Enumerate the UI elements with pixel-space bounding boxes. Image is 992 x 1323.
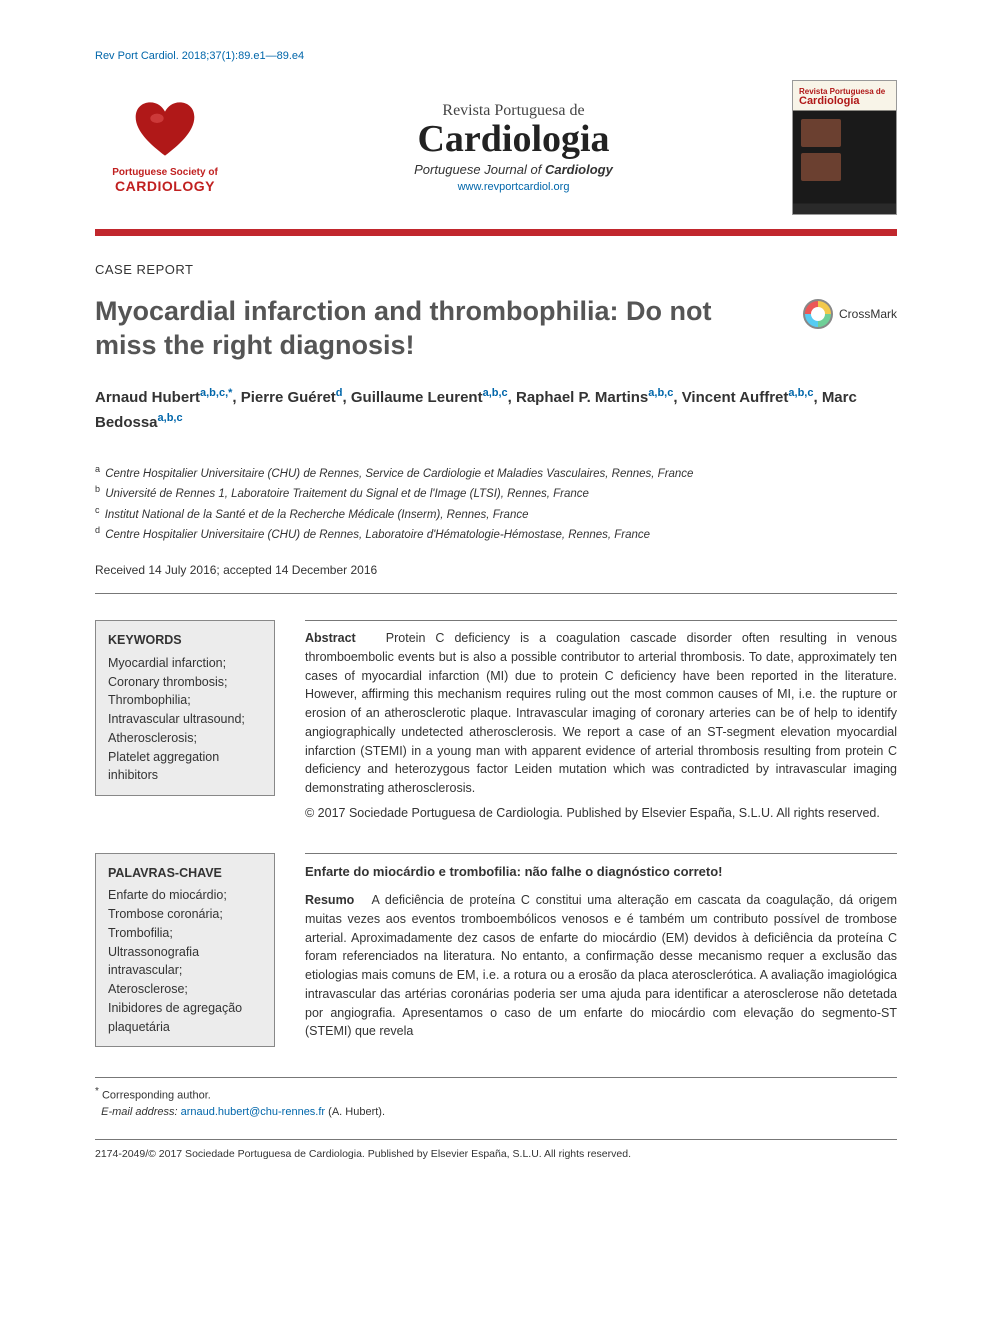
abstract-en: Abstract Protein C deficiency is a coagu… xyxy=(305,620,897,823)
keyword: Inibidores de agregação plaquetária xyxy=(108,999,262,1037)
keyword: Enfarte do miocárdio; xyxy=(108,886,262,905)
article-dates: Received 14 July 2016; accepted 14 Decem… xyxy=(95,563,897,577)
author: Arnaud Hubert xyxy=(95,389,200,406)
keyword: Trombofilia; xyxy=(108,924,262,943)
corr-email-link[interactable]: arnaud.hubert@chu-rennes.fr xyxy=(181,1106,325,1118)
abstract-en-body: Protein C deficiency is a coagulation ca… xyxy=(305,631,897,795)
author-list: Arnaud Huberta,b,c,*, Pierre Guéretd, Gu… xyxy=(95,385,897,435)
affiliation: a Centre Hospitalier Universitaire (CHU)… xyxy=(95,463,897,484)
journal-title: Cardiologia xyxy=(235,120,792,158)
keyword: Platelet aggregation inhibitors xyxy=(108,748,262,786)
divider xyxy=(95,1139,897,1140)
society-name-2: CARDIOLOGY xyxy=(95,178,235,194)
keyword: Aterosclerose; xyxy=(108,980,262,999)
affiliation-list: a Centre Hospitalier Universitaire (CHU)… xyxy=(95,463,897,546)
article-title: Myocardial infarction and thrombophilia:… xyxy=(95,295,735,363)
journal-masthead: Revista Portuguesa de Cardiologia Portug… xyxy=(235,102,792,193)
keywords-en-list: Myocardial infarction;Coronary thrombosi… xyxy=(108,654,262,785)
author: Pierre Guéret xyxy=(241,389,336,406)
affiliation: d Centre Hospitalier Universitaire (CHU)… xyxy=(95,524,897,545)
abstract-en-copyright: © 2017 Sociedade Portuguesa de Cardiolog… xyxy=(305,804,897,823)
abstract-pt-title: Enfarte do miocárdio e trombofilia: não … xyxy=(305,862,897,882)
author-affiliations: a,b,c xyxy=(158,412,183,424)
crossmark-badge[interactable]: CrossMark xyxy=(803,299,897,329)
divider xyxy=(95,593,897,594)
corresponding-author: * Corresponding author. E-mail address: … xyxy=(95,1084,897,1121)
abstract-pt: Enfarte do miocárdio e trombofilia: não … xyxy=(305,853,897,1048)
cover-thumbnail: Revista Portuguesa de Cardiologia xyxy=(792,80,897,215)
journal-url[interactable]: www.revportcardiol.org xyxy=(235,181,792,193)
abstract-pt-head: Resumo xyxy=(305,893,354,907)
crossmark-label: CrossMark xyxy=(839,307,897,321)
keywords-pt-head: PALAVRAS-CHAVE xyxy=(108,864,262,883)
keyword: Atherosclerosis; xyxy=(108,729,262,748)
society-logo: Portuguese Society of CARDIOLOGY xyxy=(95,101,235,194)
cover-image-icon xyxy=(801,119,841,147)
author-affiliations: a,b,c xyxy=(788,387,813,399)
asterisk-icon: * xyxy=(95,1086,99,1097)
abstract-en-head: Abstract xyxy=(305,631,356,645)
issn-line: 2174-2049/© 2017 Sociedade Portuguesa de… xyxy=(95,1148,897,1160)
author-affiliations: d xyxy=(336,387,343,399)
author: Raphael P. Martins xyxy=(516,389,648,406)
author-affiliations: a,b,c xyxy=(483,387,508,399)
cover-image-icon xyxy=(801,153,841,181)
keywords-en-box: KEYWORDS Myocardial infarction;Coronary … xyxy=(95,620,275,796)
crossmark-icon xyxy=(803,299,833,329)
affiliation: c Institut National de la Santé et de la… xyxy=(95,504,897,525)
author: Guillaume Leurent xyxy=(351,389,483,406)
keywords-pt-box: PALAVRAS-CHAVE Enfarte do miocárdio;Trom… xyxy=(95,853,275,1048)
keywords-en-head: KEYWORDS xyxy=(108,631,262,650)
divider-redbar xyxy=(95,229,897,236)
cover-title: Cardiologia xyxy=(799,95,860,107)
affiliation: b Université de Rennes 1, Laboratoire Tr… xyxy=(95,483,897,504)
keyword: Thrombophilia; xyxy=(108,691,262,710)
journal-sub-bold: Cardiology xyxy=(545,162,613,177)
author-affiliations: a,b,c xyxy=(648,387,673,399)
keyword: Myocardial infarction; xyxy=(108,654,262,673)
society-name-1: Portuguese Society of xyxy=(95,167,235,178)
keyword: Coronary thrombosis; xyxy=(108,673,262,692)
heart-icon xyxy=(130,101,200,161)
abstract-pt-body: A deficiência de proteína C constitui um… xyxy=(305,893,897,1038)
author-affiliations: a,b,c, xyxy=(200,387,228,399)
journal-sub-pre: Portuguese Journal of xyxy=(414,162,545,177)
journal-subtitle: Portuguese Journal of Cardiology xyxy=(235,162,792,177)
corr-email-label: E-mail address: xyxy=(101,1106,177,1118)
corr-label: Corresponding author. xyxy=(102,1090,211,1102)
keyword: Intravascular ultrasound; xyxy=(108,710,262,729)
author: Vincent Auffret xyxy=(682,389,789,406)
journal-header: Portuguese Society of CARDIOLOGY Revista… xyxy=(95,80,897,229)
citation-line: Rev Port Cardiol. 2018;37(1):89.e1—89.e4 xyxy=(95,50,897,62)
corr-name: (A. Hubert). xyxy=(328,1106,385,1118)
keywords-pt-list: Enfarte do miocárdio;Trombose coronária;… xyxy=(108,886,262,1036)
section-label: CASE REPORT xyxy=(95,262,897,277)
keyword: Trombose coronária; xyxy=(108,905,262,924)
keyword: Ultrassonografia intravascular; xyxy=(108,943,262,981)
divider xyxy=(95,1077,897,1078)
